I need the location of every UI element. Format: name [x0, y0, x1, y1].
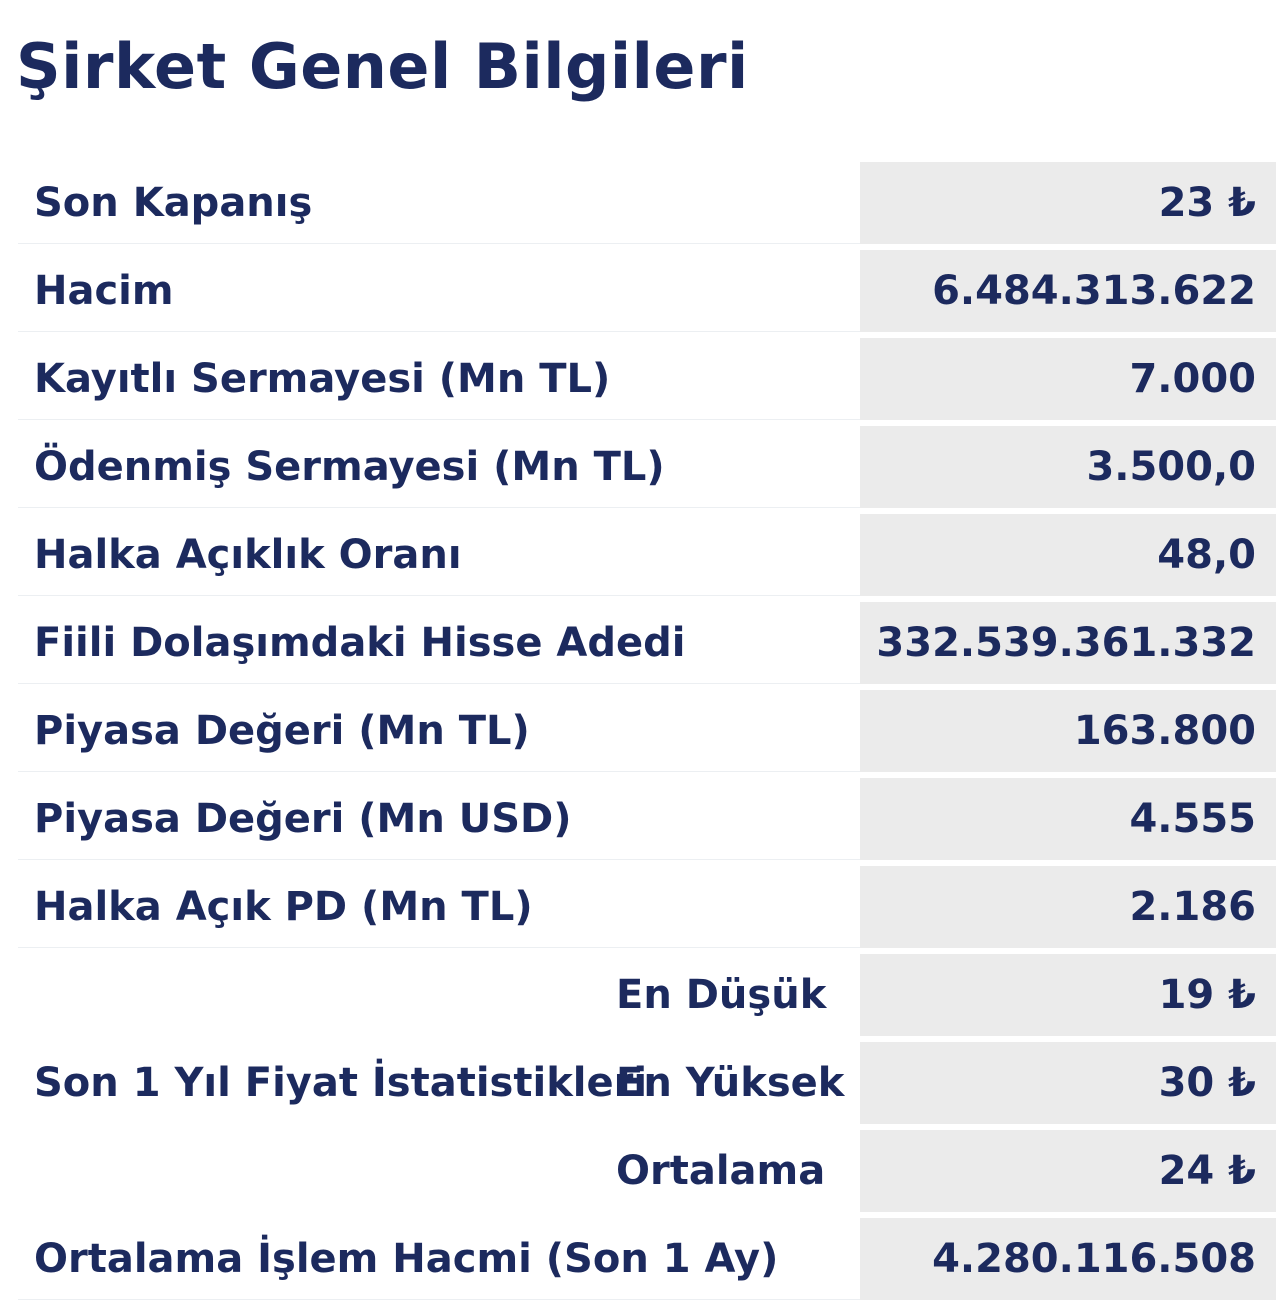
page-title: Şirket Genel Bilgileri — [16, 30, 749, 103]
row-label: Ödenmiş Sermayesi (Mn TL) — [18, 426, 860, 508]
row-value: 332.539.361.332 — [860, 602, 1276, 684]
row-label: Hacim — [18, 250, 860, 332]
row-label: Kayıtlı Sermayesi (Mn TL) — [18, 338, 860, 420]
row-value: 4.280.116.508 — [860, 1218, 1276, 1300]
row-label: Piyasa Değeri (Mn TL) — [18, 690, 860, 772]
table-row-ortalama: Ortalama 24 ₺ — [18, 1130, 1276, 1212]
table-row-fiili-dolasim: Fiili Dolaşımdaki Hisse Adedi 332.539.36… — [18, 602, 1276, 684]
company-info-table: Son Kapanış 23 ₺ Hacim 6.484.313.622 Kay… — [18, 156, 1276, 1306]
row-value: 2.186 — [860, 866, 1276, 948]
row-value: 4.555 — [860, 778, 1276, 860]
stat-label: En Yüksek — [610, 1042, 860, 1124]
table-row-piyasa-degeri-usd: Piyasa Değeri (Mn USD) 4.555 — [18, 778, 1276, 860]
stat-value: 19 ₺ — [860, 954, 1276, 1036]
table-row-odenmis-sermaye: Ödenmiş Sermayesi (Mn TL) 3.500,0 — [18, 426, 1276, 508]
table-row-hacim: Hacim 6.484.313.622 — [18, 250, 1276, 332]
row-label: Piyasa Değeri (Mn USD) — [18, 778, 860, 860]
row-value: 3.500,0 — [860, 426, 1276, 508]
row-label: Son Kapanış — [18, 162, 860, 244]
row-value: 163.800 — [860, 690, 1276, 772]
row-label: Halka Açıklık Oranı — [18, 514, 860, 596]
row-label: Ortalama İşlem Hacmi (Son 1 Ay) — [18, 1218, 860, 1300]
table-row-piyasa-degeri-tl: Piyasa Değeri (Mn TL) 163.800 — [18, 690, 1276, 772]
stat-value: 24 ₺ — [860, 1130, 1276, 1212]
stat-value: 30 ₺ — [860, 1042, 1276, 1124]
table-row-son-kapanis: Son Kapanış 23 ₺ — [18, 162, 1276, 244]
table-row-en-yuksek: En Yüksek 30 ₺ — [18, 1042, 1276, 1124]
row-value: 7.000 — [860, 338, 1276, 420]
row-value: 23 ₺ — [860, 162, 1276, 244]
table-row-halka-aciklik: Halka Açıklık Oranı 48,0 — [18, 514, 1276, 596]
table-row-ortalama-islem-hacmi: Ortalama İşlem Hacmi (Son 1 Ay) 4.280.11… — [18, 1218, 1276, 1300]
row-label: Fiili Dolaşımdaki Hisse Adedi — [18, 602, 860, 684]
table-row-kayitli-sermaye: Kayıtlı Sermayesi (Mn TL) 7.000 — [18, 338, 1276, 420]
table-row-en-dusuk: Son 1 Yıl Fiyat İstatistikleri En Düşük … — [18, 954, 1276, 1212]
price-stats-label: Son 1 Yıl Fiyat İstatistikleri — [18, 954, 647, 1212]
stat-label: En Düşük — [610, 954, 860, 1036]
row-value: 48,0 — [860, 514, 1276, 596]
stat-label: Ortalama — [610, 1130, 860, 1212]
row-value: 6.484.313.622 — [860, 250, 1276, 332]
table-row-halka-acik-pd: Halka Açık PD (Mn TL) 2.186 — [18, 866, 1276, 948]
row-label: Halka Açık PD (Mn TL) — [18, 866, 860, 948]
